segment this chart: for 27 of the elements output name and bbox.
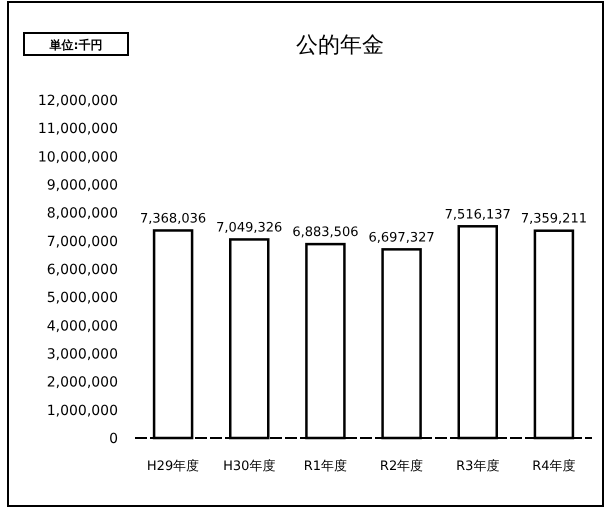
x-tick-label: R3年度 [456,458,500,474]
y-tick-label: 12,000,000 [38,93,118,109]
y-tick-label: 5,000,000 [46,290,118,306]
data-label: 7,359,211 [520,212,588,227]
x-tick-label: R2年度 [380,458,424,474]
data-label: 6,697,327 [368,230,435,246]
y-tick-label: 4,000,000 [46,318,118,334]
x-tick-label: H29年度 [146,458,200,474]
y-tick-label: 3,000,000 [46,346,118,362]
text: 単位:千円 [48,38,102,52]
y-tick-label: 0 [109,431,118,447]
data-label: 7,516,137 [444,207,511,222]
y-tick-label: 11,000,000 [38,121,118,138]
x-tick-label: H30年度 [223,458,276,474]
x-tick-label: R4年度 [532,458,576,474]
y-tick-label: 9,000,000 [46,178,118,194]
y-tick-label: 10,000,000 [38,149,118,166]
y-tick-label: 2,000,000 [46,374,118,391]
y-tick-label: 7,000,000 [46,234,118,250]
data-label: 7,368,036 [140,211,206,226]
data-label: 6,883,506 [292,225,359,240]
y-tick-label: 6,000,000 [46,262,118,278]
y-tick-label: 1,000,000 [46,402,118,419]
data-label: 7,049,326 [216,220,282,236]
x-tick-label: R1年度 [304,458,348,474]
chart-title: 公的年金 [296,33,384,58]
y-tick-label: 8,000,000 [46,206,118,222]
